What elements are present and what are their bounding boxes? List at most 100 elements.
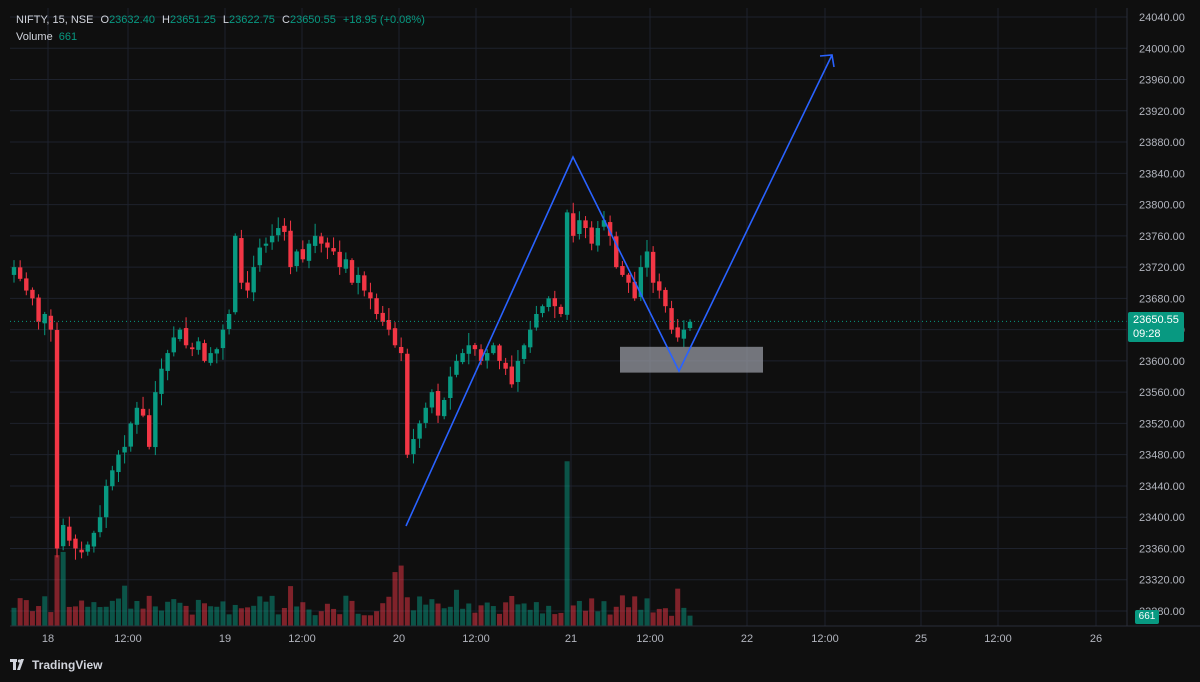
candle-body <box>362 275 367 291</box>
volume-bar <box>576 600 582 626</box>
volume-bar <box>343 595 349 626</box>
volume-bar <box>36 606 42 626</box>
volume-bar <box>570 605 576 626</box>
volume-bar <box>613 606 619 626</box>
volume-bar <box>312 615 318 626</box>
volume-bar <box>29 611 35 626</box>
volume-bar <box>79 600 85 626</box>
candle-body <box>24 278 29 291</box>
candle-body <box>429 392 435 408</box>
volume-tag: 661 <box>1135 610 1159 624</box>
candle-body <box>349 260 355 283</box>
candle-body <box>30 289 35 299</box>
volume-bar <box>460 608 466 626</box>
candle-body <box>36 297 41 322</box>
volume-bar <box>245 607 251 626</box>
volume-bar <box>349 600 355 626</box>
high-value: 23651.25 <box>169 14 216 26</box>
candle-body <box>650 251 656 283</box>
volume-bar <box>23 600 29 626</box>
candle-body <box>663 289 668 307</box>
candle-body <box>448 376 453 398</box>
candle-body <box>571 213 576 236</box>
candle-body <box>441 399 447 417</box>
change-value: +18.95 (+0.08%) <box>342 14 425 26</box>
volume-bar <box>367 615 373 626</box>
volume-label[interactable]: Volume <box>16 31 53 43</box>
candle-body <box>220 329 226 349</box>
volume-bar <box>398 565 404 626</box>
candle-body <box>177 329 183 340</box>
candle-body <box>509 366 514 385</box>
candle-body <box>485 353 490 361</box>
candle-body <box>411 439 416 455</box>
volume-bar <box>656 608 662 626</box>
candle-body <box>392 328 398 346</box>
candle-body <box>577 220 582 235</box>
volume-bar <box>527 609 533 626</box>
candle-body <box>466 345 471 354</box>
volume-bar <box>189 614 195 626</box>
low-value: 23622.75 <box>229 14 275 26</box>
candle-body <box>632 281 637 299</box>
volume-bar <box>466 603 472 626</box>
candle-body <box>42 314 47 324</box>
candle-body <box>675 327 680 338</box>
candle-body <box>312 235 318 246</box>
candle-body <box>67 526 72 541</box>
volume-bar <box>72 606 78 626</box>
volume-bar <box>195 599 201 626</box>
volume-bar <box>331 608 337 626</box>
volume-bar <box>288 586 294 626</box>
volume-bar <box>392 572 398 626</box>
candle-body <box>343 259 349 269</box>
volume-bar <box>650 612 656 626</box>
volume-bar <box>404 597 410 626</box>
candle-body <box>374 298 379 314</box>
candle-body <box>110 470 115 487</box>
candle-body <box>208 353 213 363</box>
volume-bar <box>472 612 478 626</box>
volume-bar <box>42 596 48 626</box>
candle-body <box>423 407 428 423</box>
volume-bar <box>503 602 509 626</box>
open-value: 23632.40 <box>109 14 155 26</box>
candlestick-chart[interactable] <box>10 8 1127 626</box>
volume-bar <box>115 598 121 626</box>
candle-body <box>165 353 170 371</box>
candle-body <box>681 329 687 339</box>
volume-bar <box>158 610 164 626</box>
candle-body <box>589 227 594 244</box>
volume-bar <box>601 601 607 626</box>
candle-body <box>398 346 404 354</box>
candle-body <box>17 267 23 279</box>
volume-bar <box>484 602 490 626</box>
candle-body <box>294 251 299 267</box>
candle-body <box>128 423 133 447</box>
candle-body <box>171 337 176 353</box>
volume-bar <box>257 596 263 626</box>
volume-bar <box>281 607 287 626</box>
volume-bar <box>11 607 17 626</box>
candle-body <box>503 362 508 369</box>
candle-body <box>282 225 287 232</box>
candle-body <box>245 282 250 291</box>
symbol-label[interactable]: NIFTY, 15, NSE <box>16 14 94 26</box>
volume-bar <box>263 601 269 626</box>
candle-body <box>614 236 619 268</box>
candle-body <box>122 446 127 453</box>
volume-bar <box>558 612 564 626</box>
chart-plot-area[interactable] <box>10 8 1127 626</box>
volume-bar <box>17 598 23 626</box>
volume-bar <box>583 610 589 626</box>
volume-bars <box>11 461 693 626</box>
tradingview-logo[interactable]: TradingView <box>10 658 102 672</box>
candle-body <box>103 485 109 518</box>
candle-body <box>269 235 275 243</box>
candle-body <box>355 274 361 283</box>
volume-bar <box>318 611 324 626</box>
volume-bar <box>171 599 177 626</box>
volume-bar <box>546 605 552 626</box>
candle-body <box>601 220 607 227</box>
volume-bar <box>220 601 226 626</box>
